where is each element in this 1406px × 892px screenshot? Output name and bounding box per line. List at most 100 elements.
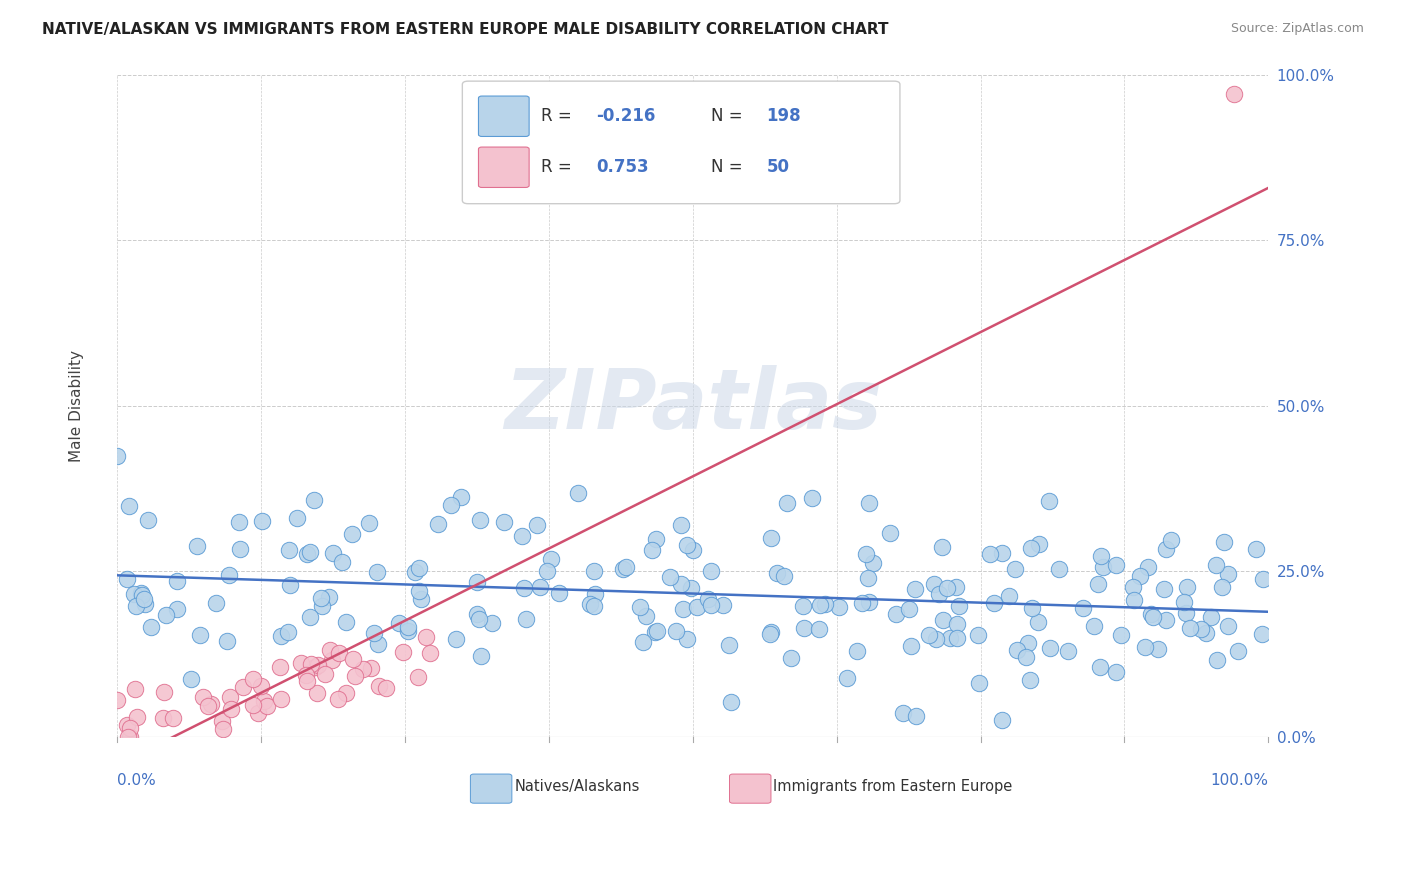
Point [582, 599, 605, 613]
Point [105, 449, 128, 463]
Point [991, 546, 1014, 560]
Point [665, 624, 688, 639]
Point [1039, 641, 1062, 656]
Point [946, 632, 969, 646]
Point [1026, 615, 1049, 629]
Point [720, 695, 742, 709]
Point [761, 624, 783, 639]
FancyBboxPatch shape [730, 774, 770, 803]
Point [855, 547, 877, 561]
Point [125, 599, 148, 613]
Point [363, 626, 385, 640]
Point [277, 624, 299, 639]
Point [759, 531, 782, 545]
Point [415, 630, 437, 644]
Point [1250, 627, 1272, 641]
Point [217, 634, 239, 648]
Point [711, 599, 734, 613]
Point [375, 681, 398, 696]
Point [467, 612, 489, 626]
Point [766, 566, 789, 580]
Point [696, 591, 718, 606]
Point [814, 597, 837, 611]
Point [1189, 622, 1212, 636]
Point [470, 648, 492, 663]
Point [232, 680, 254, 694]
Point [897, 602, 920, 616]
Point [328, 692, 350, 706]
Point [125, 710, 148, 724]
Point [1212, 534, 1234, 549]
Point [294, 668, 316, 682]
Point [1088, 660, 1111, 674]
Point [682, 543, 704, 558]
Point [366, 565, 388, 579]
Point [218, 568, 240, 582]
Point [115, 573, 138, 587]
Point [444, 632, 467, 646]
Point [321, 653, 343, 667]
Point [1205, 558, 1227, 572]
Point [318, 590, 340, 604]
FancyBboxPatch shape [471, 774, 512, 803]
Point [1140, 607, 1163, 621]
Point [136, 513, 159, 527]
Point [122, 587, 145, 601]
Point [1129, 569, 1152, 583]
Point [353, 662, 375, 676]
Text: Immigrants from Eastern Europe: Immigrants from Eastern Europe [773, 779, 1012, 794]
Point [295, 547, 318, 561]
Point [298, 545, 321, 559]
Point [162, 710, 184, 724]
Point [1199, 610, 1222, 624]
Point [1087, 577, 1109, 591]
Text: Natives/Alaskans: Natives/Alaskans [515, 779, 640, 794]
Point [465, 607, 488, 621]
Point [1105, 665, 1128, 679]
Point [612, 562, 634, 576]
Point [256, 699, 278, 714]
Point [845, 644, 868, 658]
Point [515, 612, 537, 626]
Point [1211, 580, 1233, 594]
Point [205, 596, 228, 610]
Point [792, 599, 814, 613]
Point [628, 599, 651, 614]
Point [1004, 562, 1026, 576]
Point [1251, 573, 1274, 587]
Point [211, 714, 233, 729]
Point [212, 722, 235, 736]
Point [360, 661, 382, 675]
Point [152, 711, 174, 725]
Point [1135, 640, 1157, 654]
Point [188, 628, 211, 642]
Point [700, 564, 723, 578]
Point [314, 667, 336, 681]
Point [270, 629, 292, 643]
Point [676, 538, 699, 552]
Point [641, 542, 664, 557]
Text: 100.0%: 100.0% [1211, 773, 1268, 789]
Point [191, 690, 214, 705]
Point [1083, 618, 1105, 632]
Point [406, 670, 429, 684]
Point [131, 588, 153, 602]
Point [793, 621, 815, 635]
Point [269, 660, 291, 674]
Point [669, 517, 692, 532]
Point [419, 646, 441, 660]
Point [357, 516, 380, 530]
Point [1005, 643, 1028, 657]
Point [1090, 549, 1112, 563]
Point [1244, 541, 1267, 556]
Point [246, 706, 269, 721]
Point [396, 624, 419, 638]
Point [948, 599, 970, 613]
Point [440, 498, 463, 512]
Point [134, 597, 156, 611]
Point [775, 496, 797, 510]
Point [700, 598, 723, 612]
Text: 198: 198 [766, 107, 801, 125]
Point [117, 499, 139, 513]
Point [891, 706, 914, 721]
